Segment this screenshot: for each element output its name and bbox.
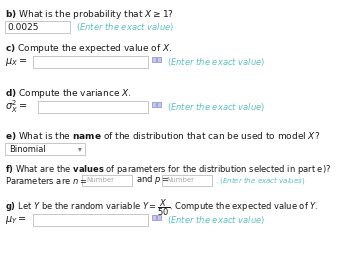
- Text: $\it{(Enter\ the\ exact\ value)}$: $\it{(Enter\ the\ exact\ value)}$: [76, 21, 174, 33]
- Text: Binomial: Binomial: [9, 145, 46, 154]
- FancyBboxPatch shape: [152, 57, 156, 62]
- Text: and $p =$: and $p =$: [136, 174, 169, 186]
- Text: $\mu_X =$: $\mu_X =$: [5, 56, 27, 68]
- FancyBboxPatch shape: [152, 215, 156, 220]
- Text: . $\it{(Enter\ the\ exact\ values)}$: . $\it{(Enter\ the\ exact\ values)}$: [215, 175, 306, 185]
- Text: Number: Number: [86, 177, 114, 183]
- Text: ▾: ▾: [78, 145, 82, 154]
- FancyBboxPatch shape: [33, 56, 148, 68]
- FancyBboxPatch shape: [162, 175, 212, 186]
- Text: $\bf{d)}$ Compute the variance $X$.: $\bf{d)}$ Compute the variance $X$.: [5, 87, 132, 100]
- Text: $\bf{b)}$ What is the probability that $X \geq 1$?: $\bf{b)}$ What is the probability that $…: [5, 8, 174, 21]
- Text: $\it{(Enter\ the\ exact\ value)}$: $\it{(Enter\ the\ exact\ value)}$: [167, 101, 265, 113]
- FancyBboxPatch shape: [5, 21, 70, 33]
- FancyBboxPatch shape: [82, 175, 132, 186]
- FancyBboxPatch shape: [152, 102, 156, 107]
- Text: $\it{(Enter\ the\ exact\ value)}$: $\it{(Enter\ the\ exact\ value)}$: [167, 214, 265, 226]
- Text: $\bf{g)}$ Let $Y$ be the random variable $Y = \dfrac{X}{50}$. Compute the expect: $\bf{g)}$ Let $Y$ be the random variable…: [5, 197, 318, 218]
- Text: $\bf{f)}$ What are the $\bf{values}$ of parameters for the distribution selected: $\bf{f)}$ What are the $\bf{values}$ of …: [5, 163, 331, 176]
- Text: Number: Number: [166, 177, 194, 183]
- Text: $\it{(Enter\ the\ exact\ value)}$: $\it{(Enter\ the\ exact\ value)}$: [167, 56, 265, 68]
- Text: $\bf{c)}$ Compute the expected value of $X$.: $\bf{c)}$ Compute the expected value of …: [5, 42, 173, 55]
- FancyBboxPatch shape: [158, 102, 161, 107]
- FancyBboxPatch shape: [158, 57, 161, 62]
- Text: $\bf{e)}$ What is the $\bf{name}$ of the distribution that can be used to model : $\bf{e)}$ What is the $\bf{name}$ of the…: [5, 130, 320, 142]
- FancyBboxPatch shape: [33, 214, 148, 226]
- FancyBboxPatch shape: [5, 143, 85, 155]
- Text: $\sigma^2_X =$: $\sigma^2_X =$: [5, 99, 27, 116]
- Text: 0.0025: 0.0025: [7, 23, 38, 32]
- Text: $\mu_Y =$: $\mu_Y =$: [5, 214, 27, 226]
- Text: Parameters are $n =$: Parameters are $n =$: [5, 175, 88, 185]
- FancyBboxPatch shape: [38, 101, 148, 113]
- FancyBboxPatch shape: [158, 215, 161, 220]
